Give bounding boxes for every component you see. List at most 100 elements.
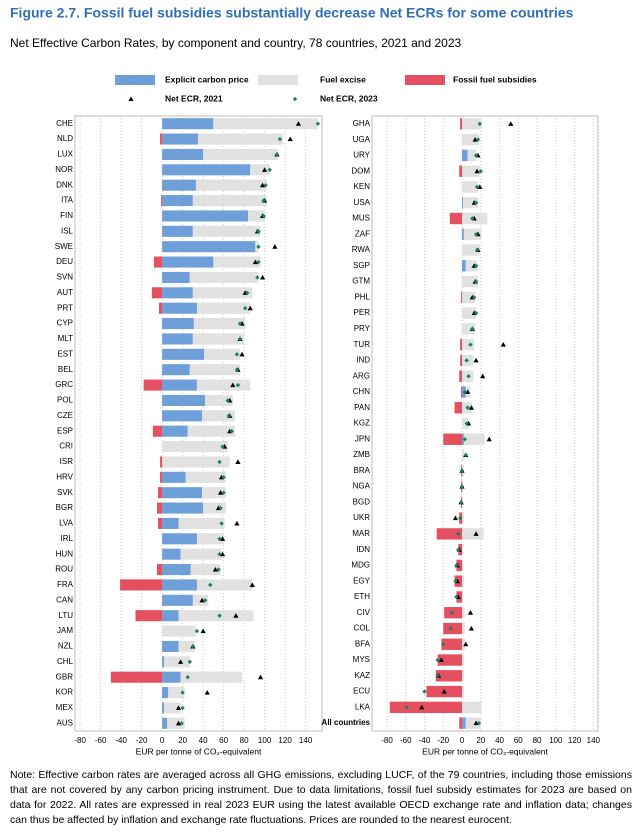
bar-segment (162, 148, 204, 160)
y-tick-label: CHL (57, 657, 74, 666)
x-tick-label: 140 (587, 736, 601, 745)
y-tick-label: USA (354, 198, 371, 207)
y-tick-label: NGA (353, 482, 371, 491)
marker-2023 (462, 437, 468, 442)
x-axis-label: EUR per tonne of CO₂-equivalent (136, 746, 262, 756)
y-tick-label: JAM (57, 626, 73, 635)
bar-segment (203, 148, 278, 160)
bar-segment (162, 241, 256, 253)
bar-segment (465, 260, 478, 272)
x-tick-label: 80 (533, 736, 542, 745)
bar-segment (460, 338, 463, 351)
marker-2023 (473, 200, 479, 205)
bar-segment (160, 471, 163, 483)
bar-segment (462, 528, 484, 540)
bar-segment (162, 517, 179, 529)
bar-segment (162, 195, 193, 207)
bar-segment (158, 517, 163, 529)
marker-2023 (315, 121, 321, 126)
bar-segment (162, 441, 228, 453)
marker-2021 (295, 121, 302, 126)
y-tick-label: SVN (57, 273, 74, 282)
y-tick-label: MUS (352, 214, 370, 223)
marker-2021 (287, 136, 293, 142)
y-tick-label: MEX (56, 703, 74, 712)
chart: Figure 2.7. Fossil fuel subsidies substa… (10, 5, 601, 757)
bar-segment (462, 512, 464, 524)
marker-2023 (474, 247, 480, 253)
marker-2023 (256, 229, 261, 234)
marker-2021 (472, 137, 478, 142)
x-tick-label: 0 (160, 736, 165, 745)
marker-2023 (194, 628, 200, 634)
y-tick-label: CRI (59, 442, 73, 451)
y-tick-label: LUX (57, 150, 73, 159)
marker-2023 (468, 342, 473, 347)
bar-segment (462, 575, 464, 587)
bar-segment (160, 133, 163, 145)
marker-2021 (463, 641, 469, 647)
y-tick-label: FIN (60, 211, 73, 220)
y-tick-label: ETH (354, 592, 370, 601)
bar-segment (187, 425, 235, 437)
y-tick-label: KAZ (354, 671, 370, 680)
marker-2023 (463, 452, 468, 458)
marker-2021 (200, 628, 206, 634)
bar-segment (120, 579, 163, 591)
marker-2023 (221, 475, 226, 480)
bar-segment (162, 487, 203, 499)
marker-2021 (477, 184, 483, 189)
bar-segment (162, 687, 169, 699)
bar-segment (162, 287, 193, 299)
bar-segment (164, 656, 190, 668)
y-tick-label: CYP (57, 319, 73, 328)
bar-segment (205, 394, 233, 406)
bar-segment (192, 225, 261, 237)
bar-segment (162, 179, 196, 191)
bar-segment (465, 717, 481, 729)
marker-2023 (217, 613, 222, 618)
bar-segment (462, 717, 466, 729)
bar-segment (156, 564, 163, 576)
marker-2023 (261, 213, 266, 219)
bar-segment (110, 671, 163, 683)
marker-2023 (237, 336, 243, 342)
bar-segment (250, 164, 270, 176)
y-tick-label: SGP (353, 261, 370, 270)
bar-segment (162, 256, 214, 268)
marker-2023 (234, 367, 240, 372)
bar-segment (463, 228, 482, 240)
chart-title: Figure 2.7. Fossil fuel subsidies substa… (10, 5, 574, 21)
y-tick-label: All countries (322, 718, 371, 727)
bar-segment (456, 559, 463, 572)
bar-segment (162, 364, 190, 376)
y-tick-label: NLD (57, 134, 73, 143)
x-tick-label: 100 (549, 736, 563, 745)
y-tick-label: IDN (356, 545, 370, 554)
bar-segment (202, 487, 226, 499)
marker-2023 (458, 500, 464, 505)
bar-segment (462, 133, 479, 146)
bar-segment (462, 607, 465, 619)
y-tick-label: BFA (355, 639, 371, 648)
marker-2021 (438, 657, 444, 663)
y-tick-label: ROU (55, 565, 73, 574)
bar-segment (162, 656, 165, 668)
bar-segment (180, 548, 222, 560)
bar-segment (462, 323, 476, 335)
y-tick-label: MYS (353, 655, 370, 664)
note: Note: Effective carbon rates are average… (10, 769, 632, 826)
marker-2023 (217, 459, 222, 465)
y-tick-label: CZE (57, 411, 73, 420)
marker-2023 (435, 673, 440, 679)
bar-segment (462, 543, 463, 556)
marker-2023 (234, 352, 240, 357)
y-tick-label: ZMB (353, 450, 370, 459)
x-tick-label: 0 (460, 736, 465, 745)
bar-segment (162, 610, 179, 622)
x-tick-label: -20 (136, 736, 148, 745)
bar-segment (462, 149, 468, 162)
marker-2021 (230, 382, 236, 388)
marker-2023 (180, 690, 185, 695)
y-tick-label: HUN (56, 549, 74, 558)
